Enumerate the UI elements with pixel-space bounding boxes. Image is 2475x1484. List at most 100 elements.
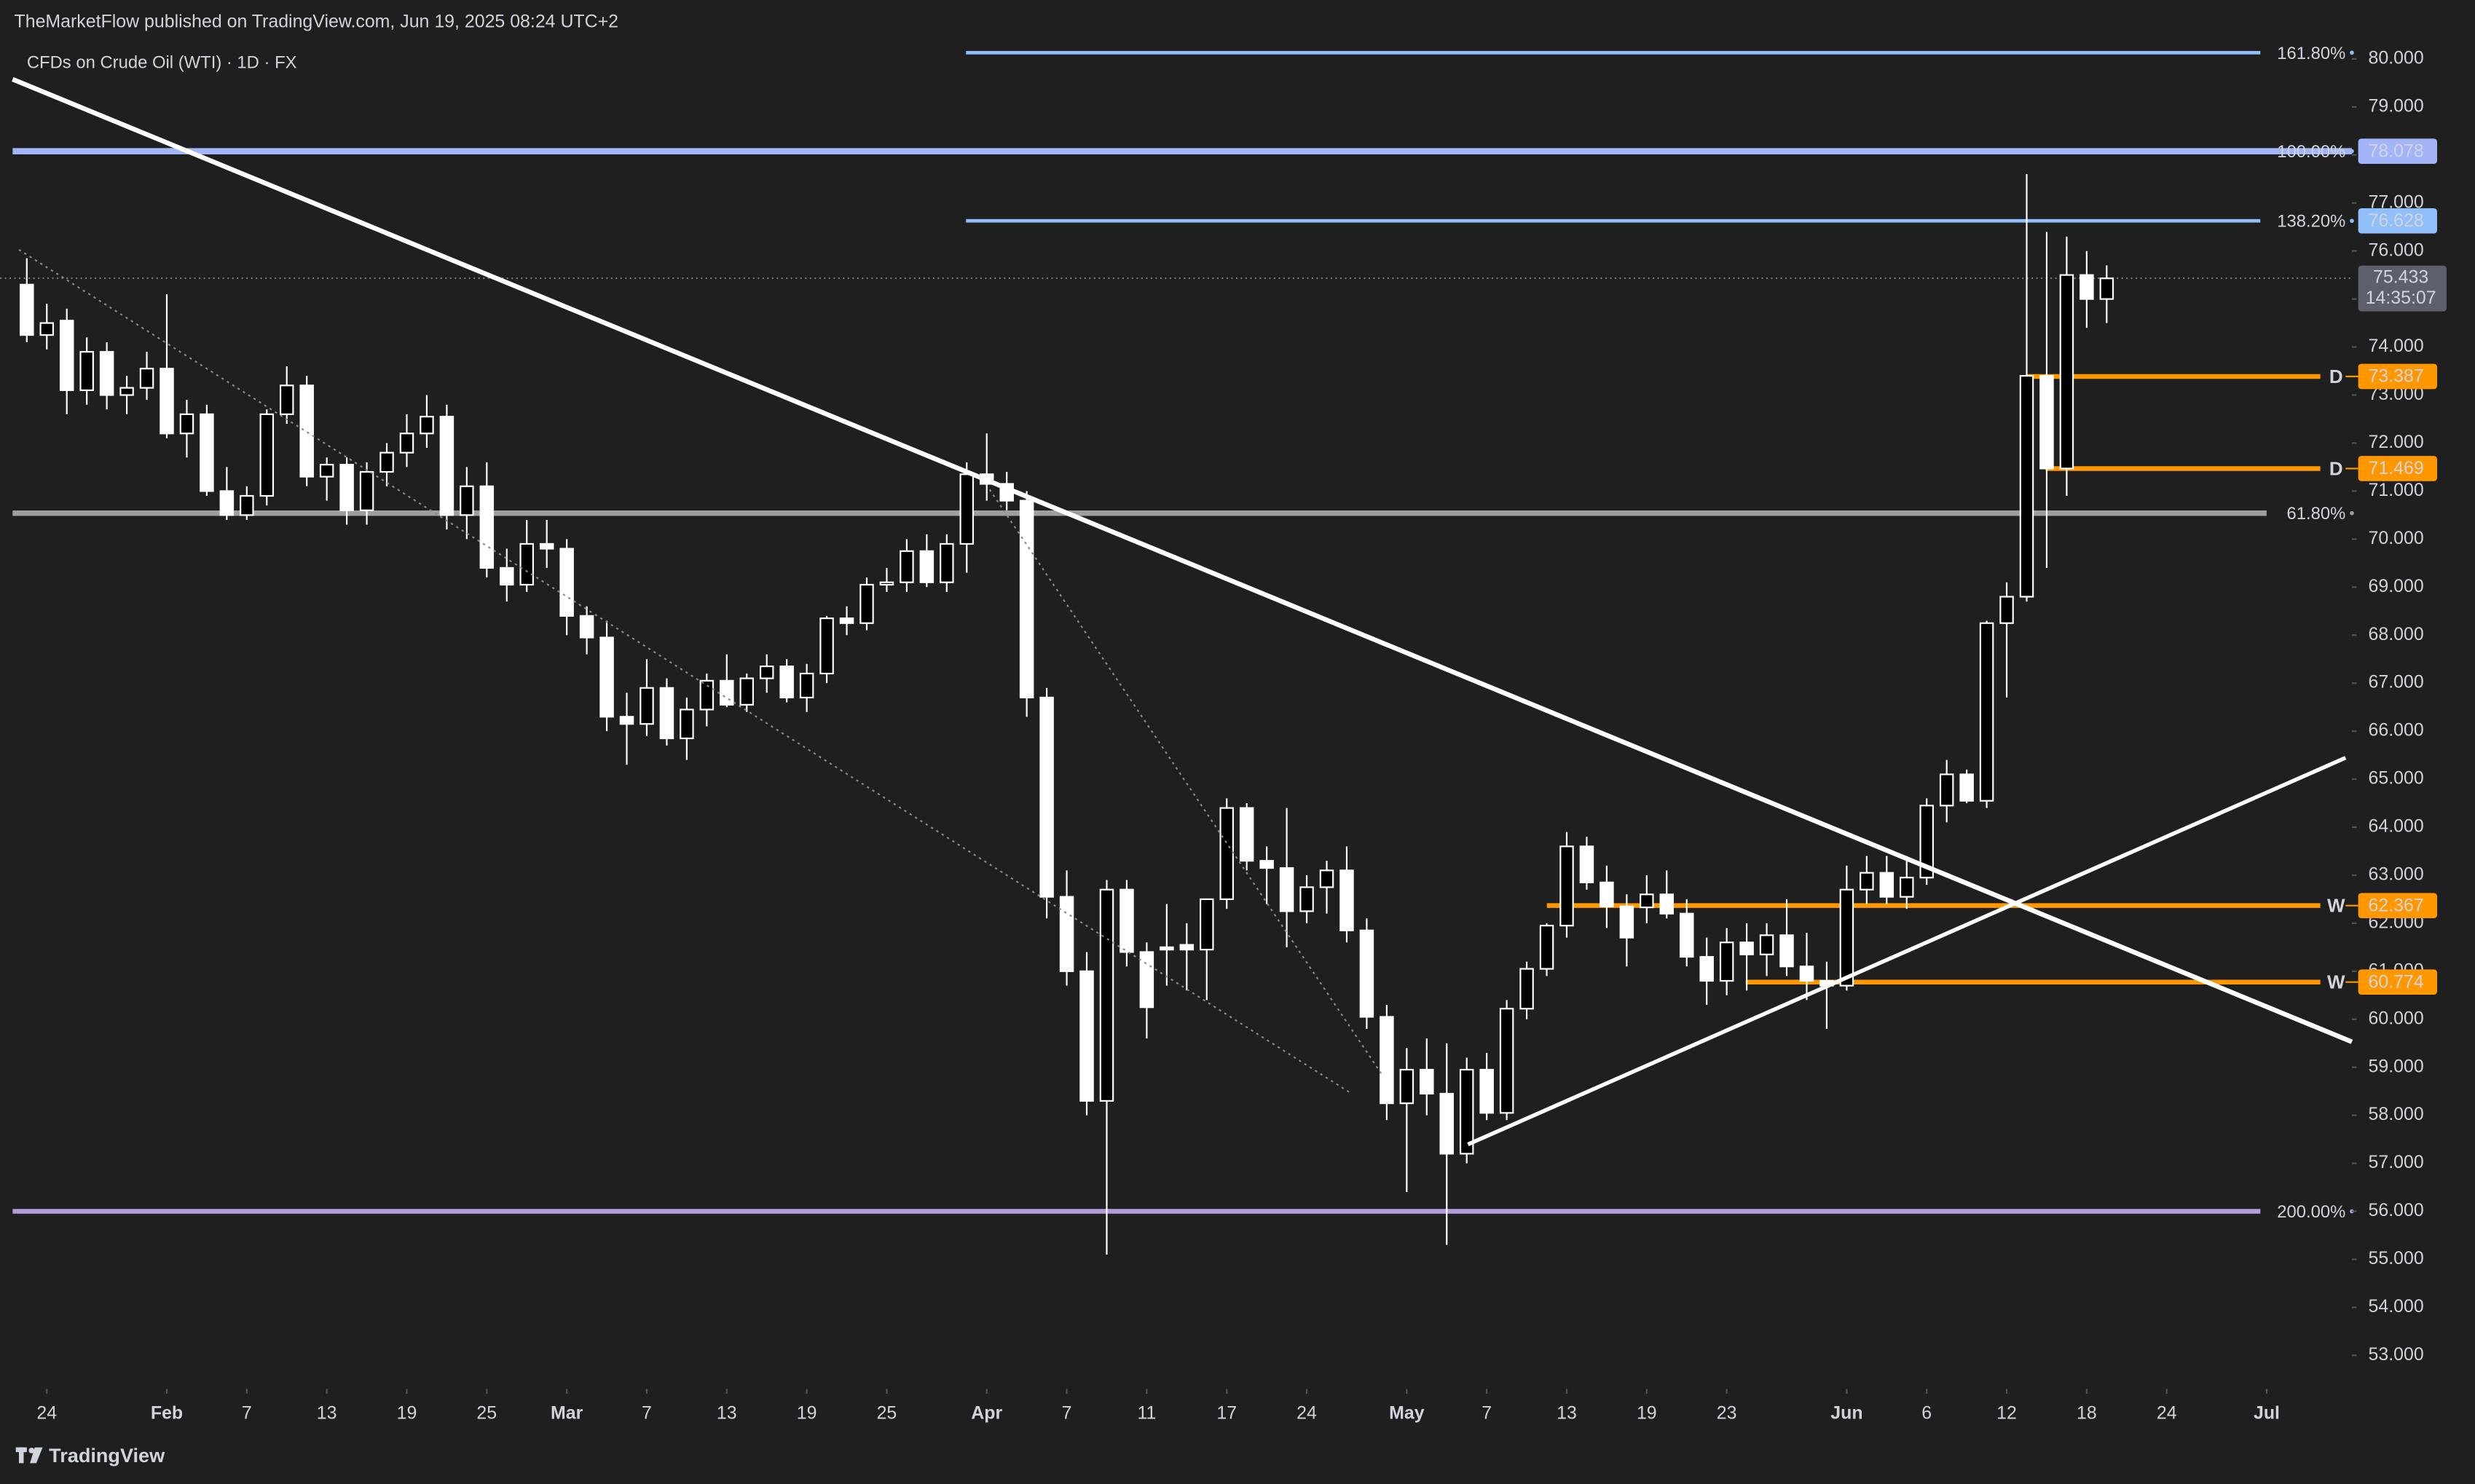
candle-body xyxy=(1979,622,1994,802)
x-tick-label: 25 xyxy=(476,1403,497,1424)
candle-body xyxy=(1399,1068,1414,1105)
candle-body xyxy=(500,567,514,586)
price-box-label: 60.774 xyxy=(2369,971,2424,992)
candle-body xyxy=(1879,872,1894,898)
x-tick-label: Mar xyxy=(551,1403,583,1424)
price-box-label: 71.469 xyxy=(2369,458,2424,478)
candle-body xyxy=(1259,860,1274,869)
candle-body xyxy=(1120,888,1134,953)
candle-body xyxy=(379,451,394,473)
candle-body xyxy=(720,679,734,706)
y-tick-label: 66.000 xyxy=(2369,720,2424,741)
y-tick-label: 60.000 xyxy=(2369,1008,2424,1028)
fib-level-label: 61.80% xyxy=(2286,504,2345,524)
x-tick-label: 7 xyxy=(1062,1403,1072,1424)
fib-level-label: 138.20% xyxy=(2277,212,2345,232)
candle-body xyxy=(1519,968,1534,1010)
candle-body xyxy=(1299,886,1314,912)
y-tick-label: 58.000 xyxy=(2369,1104,2424,1124)
footer: TradingView xyxy=(15,1444,165,1467)
candle-body xyxy=(1319,869,1334,888)
y-tick-label: 76.000 xyxy=(2369,240,2424,260)
candle-body xyxy=(1439,1092,1455,1155)
order-label: W xyxy=(2327,895,2345,917)
candle-body xyxy=(959,473,975,545)
candle-body xyxy=(299,384,314,478)
x-tick-label: 24 xyxy=(36,1403,57,1424)
candle-body xyxy=(1239,807,1254,862)
y-tick-label: 68.000 xyxy=(2369,624,2424,644)
candle-body xyxy=(1459,1068,1474,1155)
candle-body xyxy=(99,351,114,396)
candle-body xyxy=(559,548,574,617)
y-tick-label: 56.000 xyxy=(2369,1200,2424,1220)
candle-body xyxy=(439,416,455,516)
x-tick-label: 19 xyxy=(797,1403,817,1424)
candle-body xyxy=(1739,942,1754,955)
candle-body xyxy=(2039,375,2054,470)
candle-body xyxy=(1699,955,1714,982)
y-tick-label: 67.000 xyxy=(2369,672,2424,692)
candle-body xyxy=(1799,966,1814,982)
price-box xyxy=(2358,208,2437,234)
fib-level-dot xyxy=(2350,218,2354,224)
symbol-info: CFDs on Crude Oil (WTI) · 1D · FX xyxy=(27,52,297,72)
candle-body xyxy=(200,413,214,492)
countdown-label: 14:35:07 xyxy=(2366,288,2436,308)
candle-body xyxy=(259,413,275,497)
y-tick-label: 64.000 xyxy=(2369,816,2424,837)
candle-body xyxy=(659,687,674,740)
x-tick-label: 25 xyxy=(877,1403,897,1424)
candle-body xyxy=(940,542,954,583)
candle-body xyxy=(1339,869,1354,931)
x-tick-label: 12 xyxy=(1996,1403,2017,1424)
x-tick-label: Jun xyxy=(1830,1403,1862,1424)
candle-body xyxy=(1919,805,1934,879)
brand: TradingView xyxy=(49,1444,165,1467)
candle-body xyxy=(819,617,834,675)
candle-body xyxy=(1659,893,1675,915)
candle-body xyxy=(839,617,854,624)
candle-body xyxy=(1059,896,1074,972)
candle-body xyxy=(1219,807,1234,900)
price-box xyxy=(2358,138,2437,165)
x-tick-label: 13 xyxy=(717,1403,737,1424)
candle-body xyxy=(1959,773,1974,802)
candle-body xyxy=(1539,925,1554,970)
candle-body xyxy=(420,416,434,435)
axis-layer: 53.000 54.000 55.000 56.000 57.000 58.000 59.0… xyxy=(36,48,2447,1424)
candle-body xyxy=(680,709,694,740)
fib-level-dot xyxy=(2350,50,2354,55)
y-tick-label: 54.000 xyxy=(2369,1296,2424,1317)
candle-body xyxy=(900,550,914,583)
x-tick-label: 13 xyxy=(317,1403,337,1424)
candle-body xyxy=(1939,773,1954,807)
price-box-label: 76.628 xyxy=(2369,210,2424,231)
x-tick-label: 24 xyxy=(1296,1403,1317,1424)
candle-body xyxy=(20,283,34,336)
x-tick-label: 17 xyxy=(1216,1403,1237,1424)
candle-body xyxy=(160,368,174,435)
last-price-box xyxy=(2358,265,2447,312)
x-tick-label: 13 xyxy=(1557,1403,1577,1424)
candle-body xyxy=(1559,845,1574,927)
candle-body xyxy=(1200,898,1214,951)
order-label: D xyxy=(2329,458,2343,480)
support-trendline xyxy=(1467,756,2347,1147)
candle-body xyxy=(1499,1008,1514,1114)
fib-level-label: 161.80% xyxy=(2277,44,2345,63)
candle-body xyxy=(619,716,634,725)
candle-body xyxy=(1019,500,1034,699)
x-tick-label: 7 xyxy=(242,1403,252,1424)
x-tick-label: 23 xyxy=(1717,1403,1737,1424)
candle-body xyxy=(1779,934,1794,968)
price-box-label: 73.387 xyxy=(2369,366,2424,387)
candle-body xyxy=(1860,872,1874,891)
price-box xyxy=(2358,456,2437,481)
candle-body xyxy=(1420,1068,1434,1095)
fib-level-dot xyxy=(2350,149,2354,154)
x-tick-label: 19 xyxy=(1637,1403,1657,1424)
candle-body xyxy=(1679,912,1694,958)
